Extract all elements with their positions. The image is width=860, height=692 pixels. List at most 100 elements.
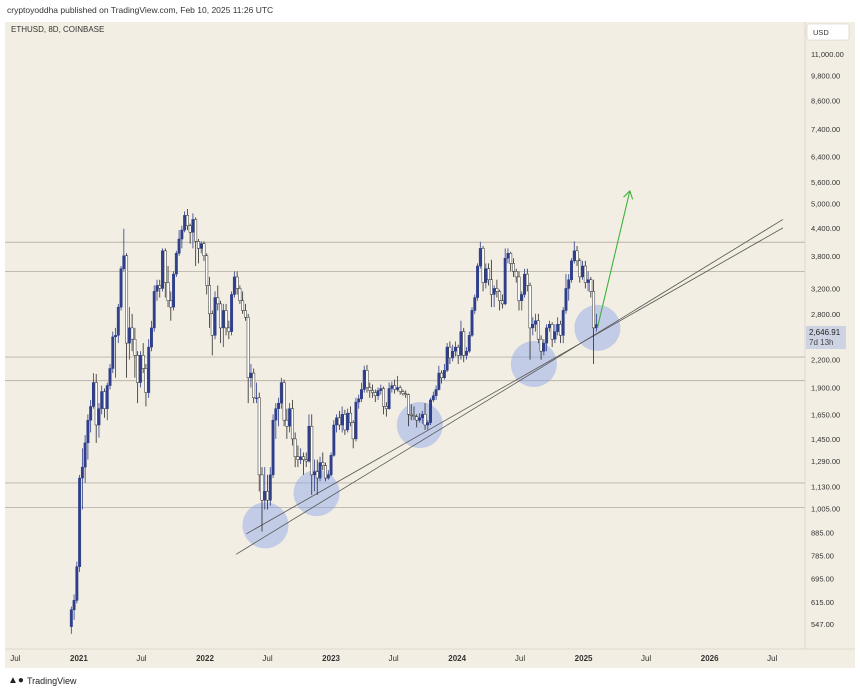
price-tick-label: 1,650.00 — [811, 410, 840, 419]
candle-body — [138, 355, 142, 383]
candle-body — [210, 313, 214, 336]
candle-body — [263, 491, 267, 501]
candle-body — [219, 303, 222, 329]
candle-body — [362, 370, 366, 390]
candle-body — [188, 225, 192, 233]
price-tick-label: 1,005.00 — [811, 505, 840, 514]
candle-body — [545, 327, 549, 344]
candle-body — [257, 397, 261, 476]
candle-body — [246, 316, 250, 379]
candle-body — [122, 255, 126, 269]
candle-body — [69, 609, 73, 627]
tradingview-logo[interactable]: ▲● TradingView — [8, 675, 76, 686]
price-tick-label: 1,130.00 — [811, 482, 840, 491]
candle-body — [484, 268, 488, 283]
candle-body — [91, 382, 95, 407]
candle-body — [326, 474, 330, 479]
candle-body — [561, 310, 565, 336]
candle-body — [393, 385, 397, 390]
candle-body — [243, 310, 247, 318]
candle-body — [357, 398, 361, 403]
price-tick-label: 9,800.00 — [811, 72, 840, 81]
candle-body — [141, 355, 145, 369]
candle-body — [581, 265, 584, 278]
candle-body — [238, 288, 242, 301]
candle-body — [558, 324, 562, 336]
price-tick-label: 2,800.00 — [811, 310, 840, 319]
candle-body — [105, 385, 109, 409]
candle-body — [572, 250, 576, 262]
candle-body — [520, 294, 524, 301]
candle-body — [451, 350, 455, 359]
candle-body — [437, 372, 441, 390]
candle-body — [462, 331, 466, 356]
candle-body — [525, 273, 529, 286]
candle-body — [470, 310, 474, 336]
candles — [69, 209, 598, 634]
candle-body — [315, 471, 319, 479]
time-tick-label: 2024 — [448, 654, 466, 663]
candle-body — [384, 406, 388, 409]
candle-body — [194, 219, 198, 242]
candle-body — [133, 338, 137, 356]
candle-body — [191, 219, 195, 233]
candle-body — [442, 370, 446, 379]
price-tick-label: 885.00 — [811, 529, 834, 538]
candle-body — [144, 368, 148, 393]
candle-body — [293, 438, 297, 457]
candle-body — [481, 248, 485, 283]
candle-body — [301, 456, 305, 460]
candle-body — [227, 327, 231, 332]
candle-body — [163, 250, 167, 283]
candle-body — [407, 394, 410, 415]
candle-body — [390, 385, 394, 389]
candle-body — [213, 297, 217, 336]
candle-body — [440, 372, 444, 379]
candle-body — [277, 402, 281, 409]
currency-button-label[interactable]: USD — [813, 28, 829, 37]
candle-body — [94, 382, 98, 426]
candle-body — [97, 408, 101, 426]
chart-area[interactable]: 12,300.0011,000.009,800.008,600.007,400.… — [5, 22, 855, 668]
candle-body — [531, 324, 535, 329]
candle-body — [431, 395, 435, 401]
candle-body — [404, 393, 408, 395]
candle-body — [185, 215, 189, 227]
projection-arrow-shaft — [596, 190, 631, 329]
candle-body — [423, 414, 427, 426]
candle-body — [478, 248, 482, 267]
candle-body — [586, 279, 590, 283]
candle-body — [434, 389, 438, 396]
trendlines — [235, 219, 784, 555]
currency-button[interactable]: USD — [806, 23, 850, 41]
candle-body — [324, 465, 328, 479]
symbol-label: ETHUSD, 8D, COINBASE — [11, 25, 104, 34]
time-tick-label: Jul — [10, 654, 20, 663]
candle-body — [108, 368, 112, 386]
candle-body — [495, 288, 499, 292]
candle-body — [86, 419, 90, 444]
candle-body — [252, 372, 256, 399]
candle-body — [373, 392, 377, 396]
currency-button-box[interactable] — [806, 23, 850, 41]
candle-body — [299, 456, 303, 460]
candle-body — [401, 391, 405, 394]
candle-body — [75, 566, 79, 601]
price-chart[interactable]: 12,300.0011,000.009,800.008,600.007,400.… — [5, 22, 855, 668]
last-price-value: 2,646.91 — [809, 328, 841, 337]
candle-body — [379, 388, 383, 391]
candle-body — [221, 310, 225, 329]
candle-body — [216, 297, 220, 305]
candle-body — [83, 442, 87, 468]
candle-body — [155, 285, 159, 292]
candle-body — [473, 297, 477, 311]
candle-body — [453, 346, 457, 352]
time-tick-label: Jul — [136, 654, 146, 663]
candle-body — [161, 250, 164, 289]
candle-body — [329, 455, 333, 476]
candle-body — [224, 310, 228, 329]
candle-body — [376, 390, 380, 396]
candle-body — [130, 327, 134, 340]
time-tick-label: 2025 — [575, 654, 593, 663]
candle-body — [174, 253, 178, 275]
